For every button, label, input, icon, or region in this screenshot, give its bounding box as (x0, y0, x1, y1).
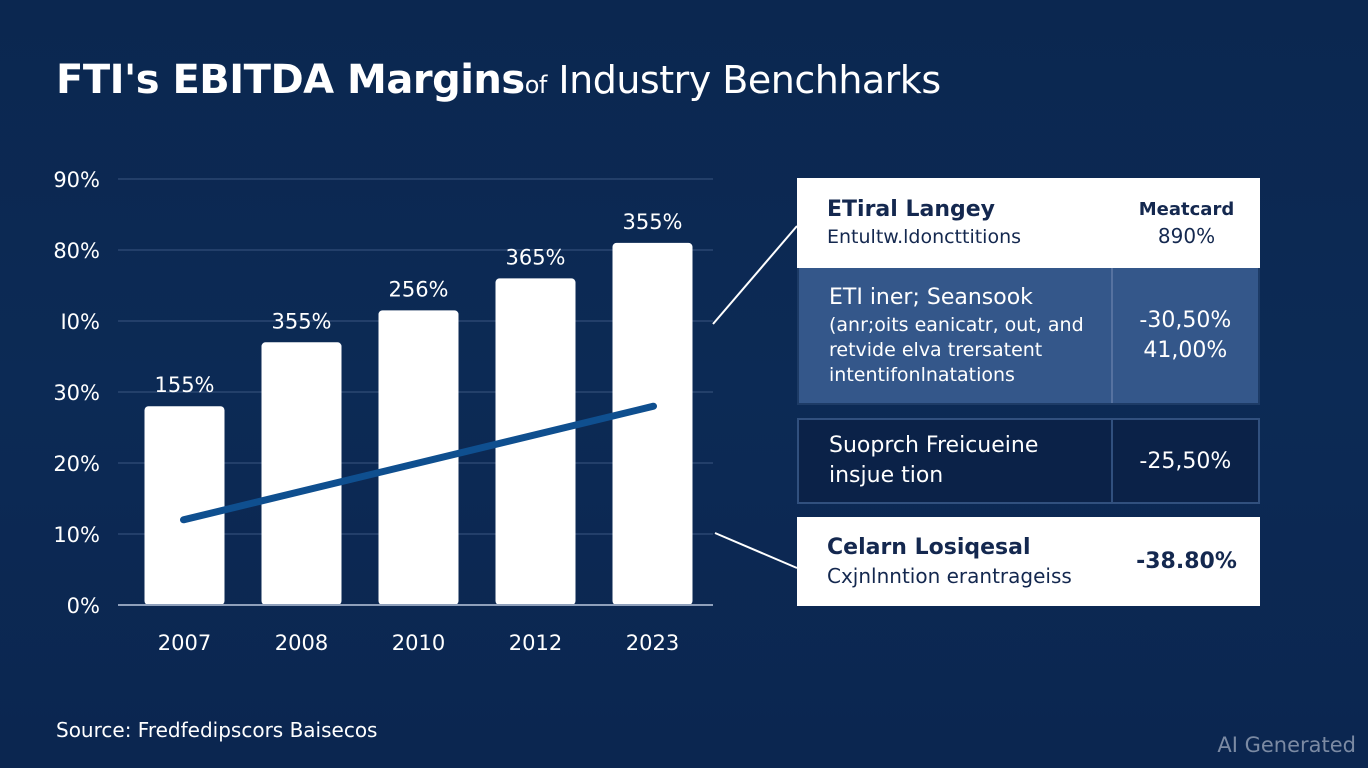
row-value: 41,00% (1143, 337, 1228, 363)
row-subtext: intentifonlnatations (829, 364, 1015, 386)
table-row-3: Suoprch Freicueine insjue tion -25,50% (797, 418, 1260, 504)
row-subtext: Cxjnlnntion erantrageiss (827, 563, 1072, 588)
source-note: Source: Fredfedipscors Baisecos (56, 718, 378, 742)
row-value: -38.80% (1136, 549, 1237, 574)
y-tick-label: 20% (53, 452, 100, 476)
title-light: Industry Benchharks (546, 58, 941, 102)
bar (495, 278, 576, 605)
y-tick-label: I0% (60, 310, 100, 334)
row-heading: ETiral Langey (827, 197, 996, 222)
column-heading: Meatcard (1138, 199, 1235, 220)
bar (378, 310, 459, 605)
connector-line-bottom (714, 532, 798, 569)
x-tick-label: 2008 (275, 631, 328, 655)
connector-line-top (712, 225, 798, 325)
trend-line-group (180, 402, 657, 524)
bar (144, 406, 225, 605)
row-subtext: retvide elva trersatent (829, 339, 1043, 361)
bar-data-label: 365% (505, 245, 565, 269)
title-of: of (524, 71, 548, 99)
bar-data-label: 256% (388, 277, 448, 301)
bars (144, 242, 693, 605)
title-bold: FTI's EBITDA Margins (56, 57, 525, 103)
table-row-1: ETiral Langey Entultw.ldoncttitions Meat… (797, 178, 1260, 268)
row-subtext: (anr;oits eanicatr, out, and (829, 314, 1084, 336)
row-value: -25,50% (1139, 448, 1232, 474)
y-tick-label: 0% (67, 594, 100, 618)
y-tick-label: 90% (53, 168, 100, 192)
bar-data-label: 355% (622, 210, 682, 234)
bar-data-label: 155% (154, 373, 214, 397)
y-tick-label: 30% (53, 381, 100, 405)
table-row-4: Celarn Losiqesal Cxjnlnntion erantrageis… (797, 517, 1260, 606)
bar-data-label: 355% (271, 309, 331, 333)
chart-title: FTI's EBITDA Marginsof Industry Benchhar… (56, 56, 941, 109)
y-tick-label: 10% (53, 523, 100, 547)
bar-data-labels: 155% 355% 256% 365% 355% (154, 210, 682, 397)
row-value: -30,50% (1139, 307, 1232, 333)
trend-line (180, 402, 657, 524)
y-tick-label: 80% (53, 239, 100, 263)
ai-generated-watermark: AI Generated (1217, 733, 1356, 757)
x-tick-label: 2023 (626, 631, 679, 655)
y-axis-ticks: 0% 10% 20% 30% I0% 80% 90% (53, 168, 100, 618)
row-heading: ETI iner; Seansook (829, 285, 1033, 310)
x-tick-label: 2007 (158, 631, 211, 655)
table-row-2: ETI iner; Seansook (anr;oits eanicatr, o… (797, 268, 1260, 405)
row-subtext: insjue tion (829, 463, 944, 488)
x-tick-label: 2010 (392, 631, 445, 655)
x-axis-ticks: 2007 2008 2010 2012 2023 (158, 631, 679, 655)
row-heading: Celarn Losiqesal (827, 534, 1031, 560)
x-tick-label: 2012 (509, 631, 562, 655)
row-value: 890% (1157, 224, 1216, 248)
row-heading: Suoprch Freicueine (829, 433, 1039, 458)
bar (261, 342, 342, 605)
bar (612, 242, 693, 605)
row-subtext: Entultw.ldoncttitions (827, 226, 1022, 248)
